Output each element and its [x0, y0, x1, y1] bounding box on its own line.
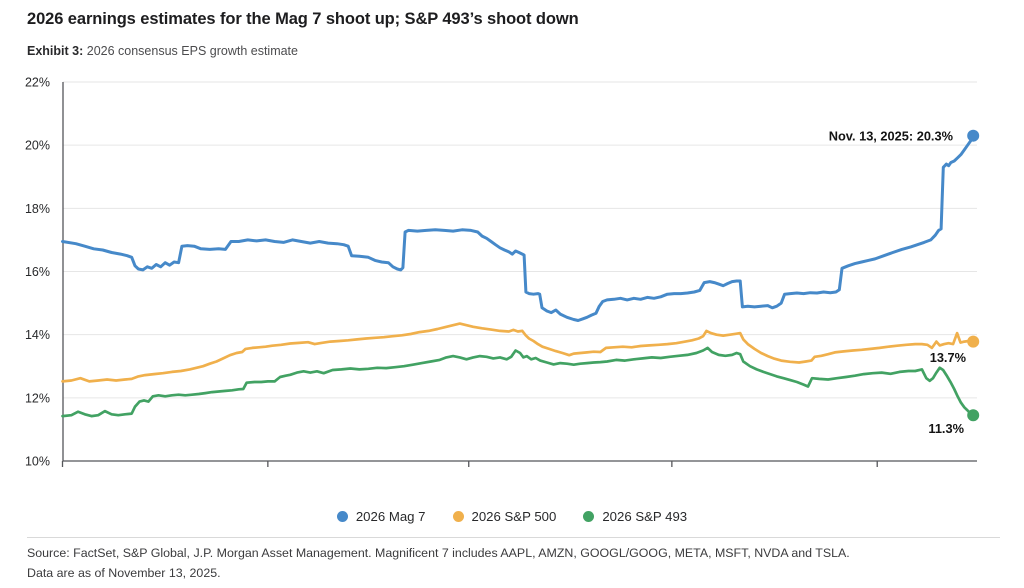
- legend-item: 2026 S&P 493: [583, 509, 687, 524]
- legend-dot-icon: [336, 510, 348, 522]
- data-label: 13.7%: [930, 350, 967, 365]
- chart-legend: 2026 Mag 7 2026 S&P 500 2026 S&P 493: [0, 503, 1024, 529]
- as-of-line: Data are as of November 13, 2025.: [27, 566, 221, 580]
- series-line-1: [61, 134, 975, 322]
- series-end-dot-2: [967, 335, 980, 348]
- legend-dot-icon: [583, 510, 595, 522]
- series-line-3: [61, 346, 975, 418]
- y-tick-label: 22%: [25, 76, 50, 90]
- exhibit-description: 2026 consensus EPS growth estimate: [86, 44, 298, 58]
- source-note: Source: FactSet, S&P Global, J.P. Morgan…: [27, 543, 1007, 583]
- exhibit-label: Exhibit 3:: [27, 44, 84, 58]
- series-line-2: [61, 322, 975, 383]
- y-tick-label: 16%: [25, 265, 50, 279]
- legend-label: 2026 Mag 7: [355, 508, 426, 524]
- series-end-dot-3: [967, 409, 980, 422]
- legend-label: 2026 S&P 493: [602, 508, 688, 524]
- legend-dot-icon: [452, 510, 464, 522]
- data-label: Nov. 13, 2025: 20.3%: [829, 129, 954, 144]
- legend-item: 2026 Mag 7: [336, 508, 426, 524]
- footer-divider: [27, 537, 1000, 538]
- data-label: 11.3%: [928, 421, 964, 436]
- page-title: 2026 earnings estimates for the Mag 7 sh…: [27, 10, 579, 28]
- legend-label: 2026 S&P 500: [471, 508, 557, 524]
- y-tick-label: 14%: [25, 328, 50, 342]
- chart-svg: 22%20%18%16%14%12%10%Oct ’24Jan ’25Apr ’…: [25, 76, 980, 468]
- series-end-dot-1: [967, 129, 980, 142]
- source-line: Source: FactSet, S&P Global, J.P. Morgan…: [27, 546, 850, 560]
- y-tick-label: 18%: [25, 202, 50, 216]
- line-chart: 22%20%18%16%14%12%10%Oct ’24Jan ’25Apr ’…: [0, 70, 1024, 470]
- chart-subtitle: Exhibit 3: 2026 consensus EPS growth est…: [27, 44, 298, 58]
- y-tick-label: 20%: [25, 139, 50, 153]
- y-tick-label: 10%: [25, 454, 50, 468]
- y-tick-label: 12%: [25, 391, 50, 405]
- legend-item: 2026 S&P 500: [452, 508, 557, 524]
